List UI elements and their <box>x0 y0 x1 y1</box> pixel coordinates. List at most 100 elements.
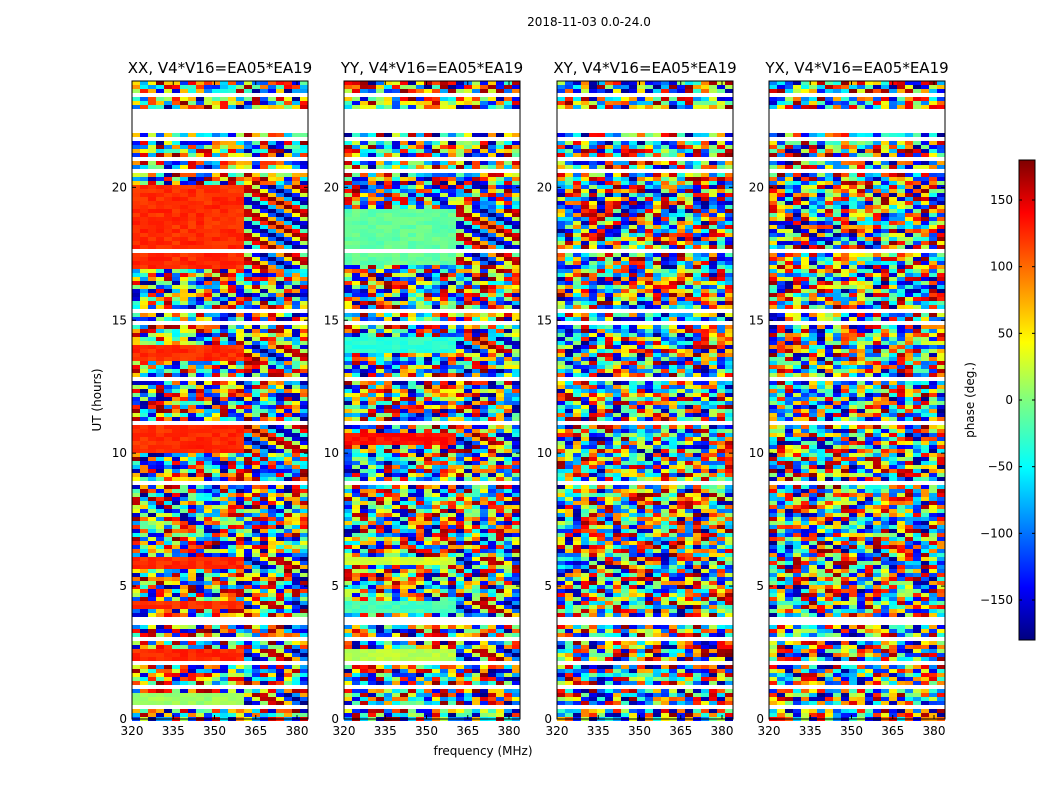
heatmap-cell <box>172 329 180 333</box>
heatmap-cell <box>504 301 512 305</box>
heatmap-cell <box>268 613 276 617</box>
heatmap-cell <box>196 645 204 649</box>
heatmap-cell <box>360 285 368 289</box>
heatmap-cell <box>300 245 308 249</box>
heatmap-cell <box>472 485 480 489</box>
heatmap-cell <box>148 533 156 537</box>
heatmap-cell <box>376 89 384 93</box>
heatmap-cell <box>512 217 520 221</box>
heatmap-cell <box>512 197 520 201</box>
heatmap-cell <box>260 545 268 549</box>
heatmap-cell <box>432 337 440 341</box>
heatmap-cell <box>432 233 440 237</box>
heatmap-cell <box>164 437 172 441</box>
heatmap-cell <box>156 165 164 169</box>
heatmap-cell <box>292 205 300 209</box>
heatmap-cell <box>440 437 448 441</box>
heatmap-cell <box>416 205 424 209</box>
heatmap-cell <box>276 269 284 273</box>
heatmap-cell <box>172 529 180 533</box>
heatmap-cell <box>260 317 268 321</box>
heatmap-cell <box>300 549 308 553</box>
heatmap-cell <box>204 329 212 333</box>
heatmap-cell <box>464 281 472 285</box>
heatmap-cell <box>284 89 292 93</box>
heatmap-cell <box>488 477 496 481</box>
heatmap-cell <box>228 477 236 481</box>
heatmap-cell <box>448 105 456 109</box>
heatmap-cell <box>440 181 448 185</box>
heatmap-cell <box>204 89 212 93</box>
heatmap-cell <box>140 101 148 105</box>
heatmap-cell <box>408 429 416 433</box>
heatmap-cell <box>132 713 140 717</box>
heatmap-cell <box>204 209 212 213</box>
heatmap-cell <box>440 477 448 481</box>
heatmap-cell <box>148 605 156 609</box>
heatmap-cell <box>376 385 384 389</box>
heatmap-cell <box>236 525 244 529</box>
heatmap-cell <box>132 297 140 301</box>
heatmap-cell <box>504 353 512 357</box>
heatmap-cell <box>284 253 292 257</box>
heatmap-cell <box>360 313 368 317</box>
heatmap-cell <box>228 213 236 217</box>
heatmap-cell <box>260 681 268 685</box>
heatmap-cell <box>480 425 488 429</box>
heatmap-cell <box>276 85 284 89</box>
heatmap-cell <box>448 425 456 429</box>
heatmap-cell <box>376 445 384 449</box>
heatmap-cell <box>172 225 180 229</box>
heatmap-cell <box>172 625 180 629</box>
heatmap-cell <box>424 261 432 265</box>
heatmap-cell <box>440 385 448 389</box>
heatmap-cell <box>360 317 368 321</box>
heatmap-cell <box>220 313 228 317</box>
heatmap-cell <box>188 585 196 589</box>
heatmap-cell <box>132 489 140 493</box>
heatmap-cell <box>228 369 236 373</box>
heatmap-cell <box>148 281 156 285</box>
heatmap-cell <box>268 537 276 541</box>
heatmap-cell <box>284 257 292 261</box>
heatmap-cell <box>300 273 308 277</box>
heatmap-cell <box>292 101 300 105</box>
heatmap-cell <box>260 289 268 293</box>
heatmap-cell <box>252 409 260 413</box>
heatmap-cell <box>448 437 456 441</box>
heatmap-cell <box>488 269 496 273</box>
heatmap-cell <box>512 301 520 305</box>
heatmap-cell <box>424 381 432 385</box>
heatmap-cell <box>212 265 220 269</box>
heatmap-cell <box>268 297 276 301</box>
heatmap-cell <box>268 441 276 445</box>
heatmap-cell <box>212 405 220 409</box>
heatmap-cell <box>148 545 156 549</box>
heatmap-cell <box>220 325 228 329</box>
heatmap-cell <box>180 501 188 505</box>
heatmap-cell <box>236 493 244 497</box>
heatmap-cell <box>212 701 220 705</box>
heatmap-cell <box>196 577 204 581</box>
heatmap-cell <box>132 221 140 225</box>
heatmap-cell <box>352 245 360 249</box>
heatmap-cell <box>172 101 180 105</box>
heatmap-cell <box>276 297 284 301</box>
heatmap-cell <box>212 569 220 573</box>
heatmap-cell <box>472 81 480 85</box>
heatmap-cell <box>384 373 392 377</box>
heatmap-cell <box>440 189 448 193</box>
heatmap-cell <box>300 233 308 237</box>
heatmap-cell <box>204 161 212 165</box>
heatmap-cell <box>496 349 504 353</box>
heatmap-cell <box>424 409 432 413</box>
heatmap-cell <box>204 501 212 505</box>
heatmap-cell <box>352 161 360 165</box>
heatmap-cell <box>140 697 148 701</box>
heatmap-cell <box>408 269 416 273</box>
heatmap-cell <box>156 545 164 549</box>
heatmap-cell <box>132 177 140 181</box>
heatmap-cell <box>480 369 488 373</box>
heatmap-cell <box>368 133 376 137</box>
heatmap-cell <box>196 557 204 561</box>
